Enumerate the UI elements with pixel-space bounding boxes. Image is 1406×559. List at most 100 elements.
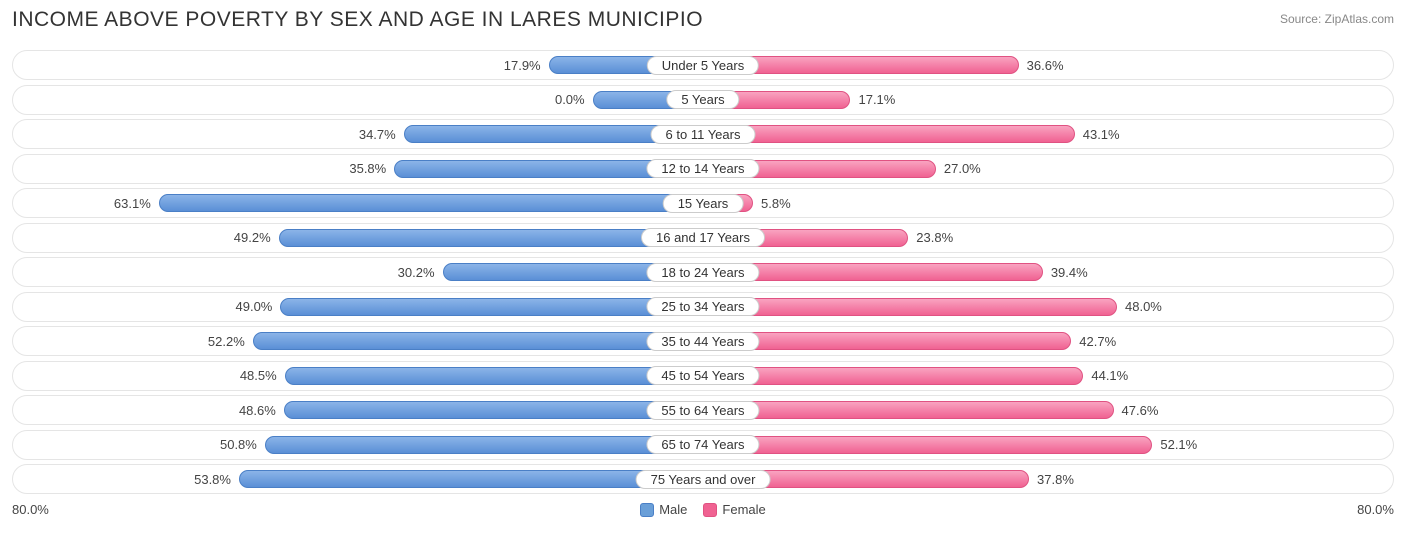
category-label: 75 Years and over <box>636 470 771 489</box>
female-half: 37.8% <box>703 465 1393 493</box>
male-value-label: 35.8% <box>349 161 394 176</box>
female-value-label: 48.0% <box>1117 299 1162 314</box>
male-value-label: 63.1% <box>114 196 159 211</box>
axis-left-max: 80.0% <box>12 502 49 517</box>
male-bar <box>280 298 703 316</box>
female-bar <box>703 401 1114 419</box>
male-half: 0.0% <box>13 86 703 114</box>
female-bar <box>703 298 1117 316</box>
category-label: 18 to 24 Years <box>646 263 759 282</box>
female-half: 23.8% <box>703 224 1393 252</box>
chart-row: 48.6% 47.6% 55 to 64 Years <box>12 395 1394 425</box>
chart-row: 48.5% 44.1%45 to 54 Years <box>12 361 1394 391</box>
male-value-label: 48.6% <box>239 403 284 418</box>
female-value-label: 23.8% <box>908 230 953 245</box>
male-value-label: 49.0% <box>236 299 281 314</box>
chart-row: 53.8% 37.8% 75 Years and over <box>12 464 1394 494</box>
diverging-bar-chart: 17.9% 36.6% Under 5 Years 0.0% 17.1% 5 Years 3… <box>12 50 1394 494</box>
chart-row: 35.8% 27.0% 12 to 14 Years <box>12 154 1394 184</box>
female-half: 39.4% <box>703 258 1393 286</box>
female-value-label: 37.8% <box>1029 472 1074 487</box>
legend-female-label: Female <box>722 502 765 517</box>
female-swatch-icon <box>703 503 717 517</box>
male-half: 63.1% <box>13 189 703 217</box>
female-half: 44.1% <box>703 362 1393 390</box>
female-half: 36.6% <box>703 51 1393 79</box>
male-value-label: 50.8% <box>220 437 265 452</box>
category-label: 35 to 44 Years <box>646 332 759 351</box>
female-half: 5.8% <box>703 189 1393 217</box>
chart-source: Source: ZipAtlas.com <box>1280 12 1394 26</box>
female-bar <box>703 367 1083 385</box>
male-half: 17.9% <box>13 51 703 79</box>
female-value-label: 27.0% <box>936 161 981 176</box>
chart-row: 50.8% 52.1% 65 to 74 Years <box>12 430 1394 460</box>
male-bar <box>285 367 703 385</box>
category-label: 65 to 74 Years <box>646 435 759 454</box>
female-half: 47.6% <box>703 396 1393 424</box>
chart-footer: 80.0% Male Female 80.0% <box>12 502 1394 517</box>
chart-header: INCOME ABOVE POVERTY BY SEX AND AGE IN L… <box>12 8 1394 32</box>
chart-row: 49.2% 23.8% 16 and 17 Years <box>12 223 1394 253</box>
axis-right-max: 80.0% <box>1357 502 1394 517</box>
female-value-label: 43.1% <box>1075 127 1120 142</box>
male-value-label: 0.0% <box>555 92 593 107</box>
female-half: 42.7% <box>703 327 1393 355</box>
male-half: 50.8% <box>13 431 703 459</box>
male-bar <box>159 194 703 212</box>
male-bar <box>279 229 703 247</box>
female-value-label: 36.6% <box>1019 58 1064 73</box>
female-value-label: 47.6% <box>1114 403 1159 418</box>
male-value-label: 52.2% <box>208 334 253 349</box>
female-value-label: 52.1% <box>1152 437 1197 452</box>
legend-male-label: Male <box>659 502 687 517</box>
category-label: Under 5 Years <box>647 56 759 75</box>
chart-row: 17.9% 36.6% Under 5 Years <box>12 50 1394 80</box>
male-value-label: 34.7% <box>359 127 404 142</box>
female-half: 48.0% <box>703 293 1393 321</box>
category-label: 16 and 17 Years <box>641 228 765 247</box>
legend: Male Female <box>640 502 766 517</box>
category-label: 25 to 34 Years <box>646 297 759 316</box>
female-value-label: 42.7% <box>1071 334 1116 349</box>
female-half: 17.1% <box>703 86 1393 114</box>
male-half: 52.2% <box>13 327 703 355</box>
male-half: 49.2% <box>13 224 703 252</box>
category-label: 6 to 11 Years <box>651 125 756 144</box>
male-value-label: 49.2% <box>234 230 279 245</box>
category-label: 45 to 54 Years <box>646 366 759 385</box>
male-swatch-icon <box>640 503 654 517</box>
male-half: 53.8% <box>13 465 703 493</box>
male-half: 49.0% <box>13 293 703 321</box>
male-half: 48.5% <box>13 362 703 390</box>
male-value-label: 53.8% <box>194 472 239 487</box>
chart-row: 0.0% 17.1% 5 Years <box>12 85 1394 115</box>
female-value-label: 17.1% <box>850 92 895 107</box>
chart-row: 30.2% 39.4% 18 to 24 Years <box>12 257 1394 287</box>
male-value-label: 48.5% <box>240 368 285 383</box>
female-bar <box>703 125 1075 143</box>
female-value-label: 39.4% <box>1043 265 1088 280</box>
male-half: 30.2% <box>13 258 703 286</box>
legend-item-female: Female <box>703 502 765 517</box>
female-value-label: 5.8% <box>753 196 791 211</box>
female-half: 43.1% <box>703 120 1393 148</box>
female-half: 52.1% <box>703 431 1393 459</box>
male-bar <box>239 470 703 488</box>
male-value-label: 17.9% <box>504 58 549 73</box>
male-bar <box>253 332 703 350</box>
category-label: 55 to 64 Years <box>646 401 759 420</box>
male-half: 48.6% <box>13 396 703 424</box>
category-label: 12 to 14 Years <box>646 159 759 178</box>
legend-item-male: Male <box>640 502 687 517</box>
male-value-label: 30.2% <box>398 265 443 280</box>
female-bar <box>703 436 1152 454</box>
chart-row: 34.7% 43.1% 6 to 11 Years <box>12 119 1394 149</box>
male-bar <box>284 401 703 419</box>
chart-title: INCOME ABOVE POVERTY BY SEX AND AGE IN L… <box>12 8 703 32</box>
male-bar <box>265 436 703 454</box>
male-half: 34.7% <box>13 120 703 148</box>
chart-row: 52.2% 42.7% 35 to 44 Years <box>12 326 1394 356</box>
category-label: 15 Years <box>663 194 744 213</box>
category-label: 5 Years <box>666 90 739 109</box>
